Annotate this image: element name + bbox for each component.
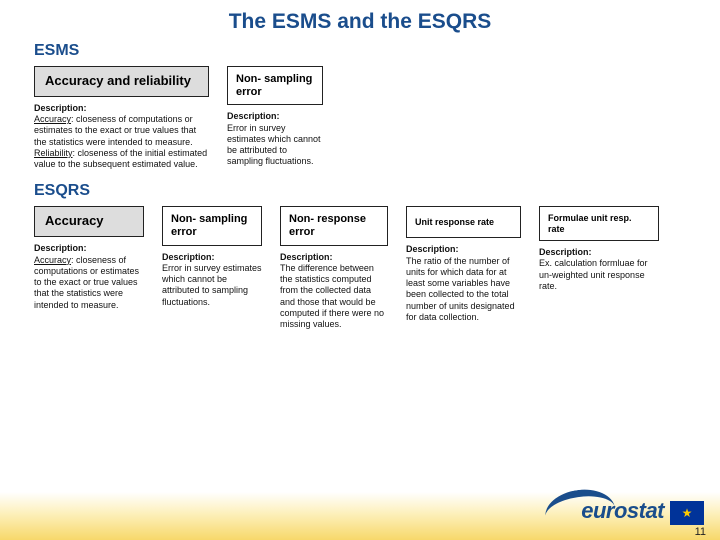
card-header: Unit response rate xyxy=(406,206,521,238)
card-header: Accuracy xyxy=(34,206,144,237)
esqrs-label: ESQRS xyxy=(34,182,720,200)
esms-card-accuracy-reliability: Accuracy and reliability Description: Ac… xyxy=(34,66,209,170)
card-description: Description: Ex. calculation formluae fo… xyxy=(539,247,659,292)
desc-label: Description: xyxy=(539,247,592,257)
card-header: Formulae unit resp. rate xyxy=(539,206,659,241)
card-header: Non- response error xyxy=(280,206,388,245)
slide-title: The ESMS and the ESQRS xyxy=(0,0,720,40)
desc-label: Description: xyxy=(280,252,333,262)
esqrs-card-nonresponse: Non- response error Description: The dif… xyxy=(280,206,388,330)
desc-body: Error in survey estimates which cannot b… xyxy=(227,123,321,167)
esqrs-row: Accuracy Description: Accuracy: closenes… xyxy=(34,206,700,330)
esqrs-card-formulae: Formulae unit resp. rate Description: Ex… xyxy=(539,206,659,330)
card-description: Description: The difference between the … xyxy=(280,252,388,331)
desc-label: Description: xyxy=(34,243,87,253)
card-header: Non- sampling error xyxy=(162,206,262,245)
esqrs-card-nonsampling: Non- sampling error Description: Error i… xyxy=(162,206,262,330)
card-description: Description: The ratio of the number of … xyxy=(406,244,521,323)
esqrs-card-unit-response: Unit response rate Description: The rati… xyxy=(406,206,521,330)
card-description: Description: Error in survey estimates w… xyxy=(162,252,262,308)
esms-card-nonsampling: Non- sampling error Description: Error i… xyxy=(227,66,323,170)
card-header: Non- sampling error xyxy=(227,66,323,105)
card-header: Accuracy and reliability xyxy=(34,66,209,97)
esms-label: ESMS xyxy=(34,42,720,60)
desc-body: Accuracy: closeness of computations or e… xyxy=(34,255,139,310)
eu-flag-icon: ★ xyxy=(670,501,704,525)
esqrs-card-accuracy: Accuracy Description: Accuracy: closenes… xyxy=(34,206,144,330)
desc-body: Accuracy: closeness of computations or e… xyxy=(34,114,207,169)
desc-body: Error in survey estimates which cannot b… xyxy=(162,263,262,307)
desc-body: The ratio of the number of units for whi… xyxy=(406,256,515,322)
desc-label: Description: xyxy=(227,111,280,121)
eurostat-text: eurostat xyxy=(581,498,664,524)
eurostat-logo: eurostat xyxy=(581,498,664,524)
page-number: 11 xyxy=(695,526,706,538)
eu-flag-star: ★ xyxy=(682,506,693,520)
card-description: Description: Accuracy: closeness of comp… xyxy=(34,243,144,311)
desc-label: Description: xyxy=(34,103,87,113)
desc-body: Ex. calculation formluae for un-weighted… xyxy=(539,258,648,291)
esms-row: Accuracy and reliability Description: Ac… xyxy=(34,66,700,170)
desc-label: Description: xyxy=(162,252,215,262)
card-description: Description: Error in survey estimates w… xyxy=(227,111,323,167)
desc-label: Description: xyxy=(406,244,459,254)
card-description: Description: Accuracy: closeness of comp… xyxy=(34,103,209,171)
desc-body: The difference between the statistics co… xyxy=(280,263,384,329)
